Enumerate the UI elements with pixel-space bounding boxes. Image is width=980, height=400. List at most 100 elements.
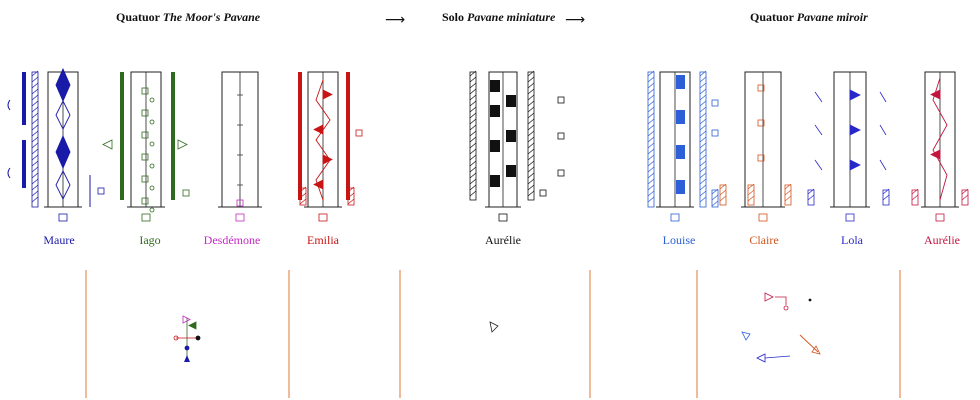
louise-hatch-line — [647, 76, 655, 83]
louise-hatch-line — [647, 178, 655, 185]
dancer-name-desdemone: Desdémone — [203, 233, 261, 247]
aurelie-solo-hatch-line — [527, 100, 535, 107]
emilia-start-symbol-icon — [318, 213, 328, 222]
emilia-hatch-line — [299, 192, 307, 199]
louise-small-symbol-icon — [711, 99, 719, 107]
dancer-name-claire: Claire — [749, 233, 779, 247]
louise-hatch-line — [647, 100, 655, 107]
title-left-prefix: Quatuor — [116, 10, 160, 24]
aurelie-solo-hatch-line — [527, 190, 535, 197]
claire-hatch-line — [719, 195, 727, 202]
floor-claire-direction-icon — [811, 345, 821, 355]
aurelie-solo-hatch-line — [527, 148, 535, 155]
emilia-hatch-line — [347, 198, 355, 205]
floor-aurelie-direction-icon — [764, 292, 774, 302]
desdemone-start-symbol-icon — [235, 213, 245, 222]
dancer-name-aurelie-quatuor: Aurélie — [924, 233, 960, 247]
desdemone-small-symbol-icon — [236, 199, 244, 207]
floor-louise-direction-icon — [741, 331, 751, 341]
maure-hatch-line — [31, 118, 39, 125]
aurelie-solo-hatch-line — [469, 124, 477, 131]
aurelie-solo-hatch-line — [527, 94, 535, 101]
maure-hatch-line — [31, 154, 39, 161]
emilia-bar — [346, 72, 350, 200]
maure-hatch-line — [31, 112, 39, 119]
iago-pin-icon — [149, 97, 155, 103]
louise-block-symbol-icon — [676, 75, 685, 89]
lola-hatch-box — [807, 189, 815, 206]
aurelie-quatuor-hatch-line — [961, 194, 969, 201]
aurelie-solo-hatch-line — [469, 160, 477, 167]
aurelie-solo-hatch-line — [527, 130, 535, 137]
emilia-hatch-box — [299, 187, 307, 206]
aurelie-solo-hatch-line — [469, 118, 477, 125]
aurelie-solo-hatch-line — [527, 142, 535, 149]
maure-hatch-line — [31, 142, 39, 149]
maure-bracket-icon — [7, 167, 11, 179]
claire-hatch-line — [784, 189, 792, 196]
aurelie-quatuor-direction-symbol-icon — [930, 149, 941, 160]
louise-hatch-line — [647, 136, 655, 143]
louise-hatch-line — [699, 166, 707, 173]
emilia-path-line — [315, 79, 331, 201]
lola-direction-symbol-icon — [849, 159, 861, 171]
maure-hatch-line — [31, 172, 39, 179]
aurelie-solo-hatch-line — [527, 82, 535, 89]
maure-bar — [22, 140, 26, 188]
title-left-italic: The Moor's Pavane — [162, 10, 261, 24]
louise-hatch-box — [699, 71, 707, 208]
louise-hatch-line — [699, 196, 707, 203]
claire-hatch-line — [784, 195, 792, 202]
aurelie-solo-hatch-line — [469, 70, 477, 77]
maure-hatch-line — [31, 70, 39, 77]
aurelie-solo-hatch-line — [527, 154, 535, 161]
aurelie-solo-hatch-line — [469, 148, 477, 155]
floor-maure-pin-icon — [184, 345, 190, 351]
aurelie-solo-hatch-line — [527, 118, 535, 125]
iago-direction-symbol-icon — [102, 139, 113, 150]
maure-small-symbol-icon — [97, 187, 105, 195]
emilia-hatch-box — [347, 187, 355, 206]
louise-start-symbol-icon — [670, 213, 680, 222]
louise-hatch-line — [699, 118, 707, 125]
louise-hatch-line — [647, 142, 655, 149]
emilia-hatch-line — [347, 186, 355, 193]
maure-hatch-box — [31, 71, 39, 208]
louise-hatch-line — [647, 82, 655, 89]
lola-hatch-line — [882, 194, 890, 201]
emilia-hatch-line — [347, 192, 355, 199]
lola-direction-symbol-icon — [849, 124, 861, 136]
claire-hatch-line — [747, 183, 755, 190]
iago-start-symbol-icon — [141, 213, 151, 222]
louise-hatch-line — [699, 160, 707, 167]
louise-hatch-line — [699, 142, 707, 149]
louise-hatch-line — [699, 94, 707, 101]
iago-bar — [120, 72, 124, 200]
louise-hatch-line — [647, 166, 655, 173]
iago-small-symbol-icon — [182, 189, 190, 197]
aurelie-solo-hatch-line — [527, 136, 535, 143]
louise-hatch-line — [699, 130, 707, 137]
louise-hatch-line — [699, 136, 707, 143]
aurelie-solo-hatch-line — [469, 172, 477, 179]
aurelie-solo-start-symbol-icon — [498, 213, 508, 222]
louise-hatch-line — [647, 190, 655, 197]
claire-hatch-line — [784, 183, 792, 190]
aurelie-solo-hatch-line — [527, 178, 535, 185]
maure-hatch-line — [31, 178, 39, 185]
maure-diamond-symbol-icon — [55, 99, 71, 131]
aurelie-solo-hatch-line — [527, 124, 535, 131]
iago-direction-symbol-icon — [177, 139, 188, 150]
louise-hatch-line — [647, 184, 655, 191]
aurelie-solo-hatch-line — [527, 172, 535, 179]
louise-hatch-line — [647, 106, 655, 113]
louise-hatch-line — [699, 178, 707, 185]
emilia-hatch-line — [299, 198, 307, 205]
aurelie-solo-hatch-line — [469, 130, 477, 137]
maure-hatch-line — [31, 148, 39, 155]
aurelie-solo-hatch-line — [469, 88, 477, 95]
aurelie-solo-hatch-line — [469, 142, 477, 149]
maure-hatch-line — [31, 166, 39, 173]
emilia-direction-symbol-icon — [322, 154, 333, 165]
floor-lola-direction-icon — [756, 353, 766, 363]
